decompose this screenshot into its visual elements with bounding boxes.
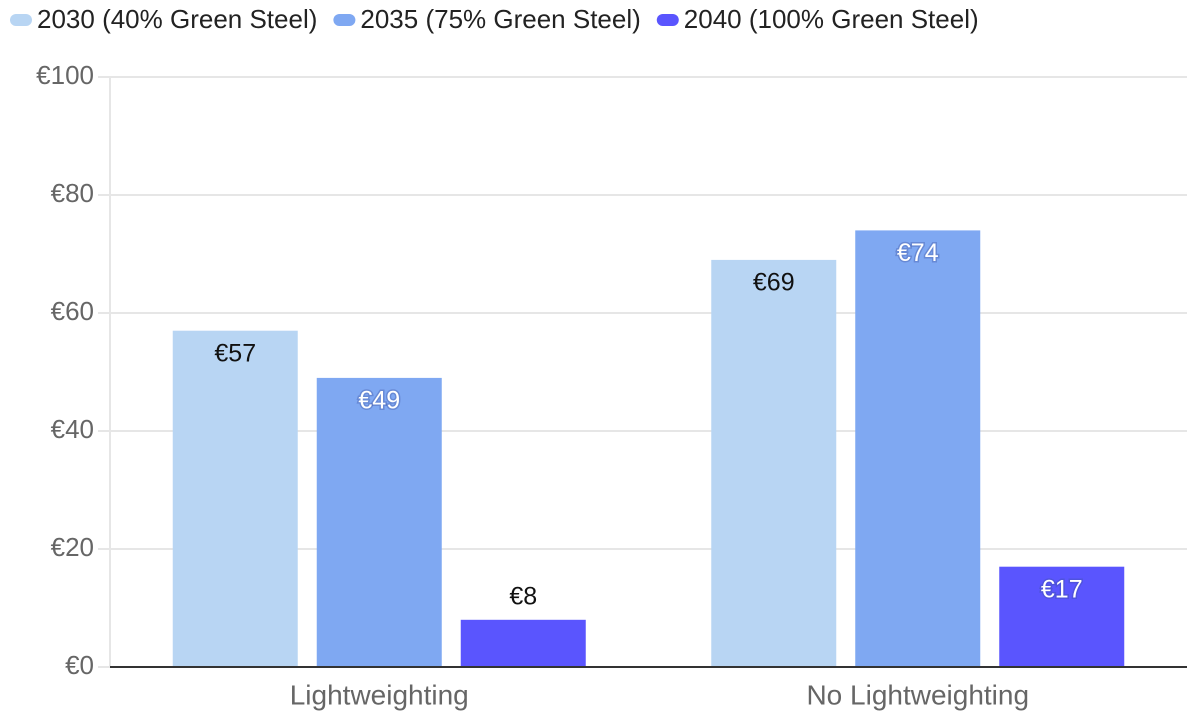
x-tick-label: No Lightweighting xyxy=(806,679,1029,710)
data-label: €57 xyxy=(214,339,256,367)
bar xyxy=(855,230,981,667)
bar xyxy=(172,330,298,667)
data-label: €8 xyxy=(509,582,537,610)
legend-label: 2030 (40% Green Steel) xyxy=(37,4,317,34)
y-tick-label: €40 xyxy=(51,414,94,444)
legend-marker xyxy=(10,14,32,26)
bar xyxy=(316,377,442,667)
y-tick-label: €20 xyxy=(51,532,94,562)
y-tick-label: €100 xyxy=(36,60,94,90)
legend-label: 2035 (75% Green Steel) xyxy=(360,4,640,34)
data-label: €49 xyxy=(358,387,400,415)
data-label: €74 xyxy=(897,239,939,267)
bar xyxy=(711,259,837,667)
legend-marker xyxy=(656,14,679,26)
data-label: €17 xyxy=(1041,575,1083,603)
bar xyxy=(460,619,586,667)
data-label: €69 xyxy=(753,269,795,297)
y-tick-label: €60 xyxy=(51,296,94,326)
bar xyxy=(999,566,1125,667)
legend-label: 2040 (100% Green Steel) xyxy=(684,4,979,34)
x-tick-label: Lightweighting xyxy=(290,679,469,710)
y-tick-label: €80 xyxy=(51,178,94,208)
y-tick-label: €0 xyxy=(65,650,94,680)
legend-marker xyxy=(333,14,356,26)
